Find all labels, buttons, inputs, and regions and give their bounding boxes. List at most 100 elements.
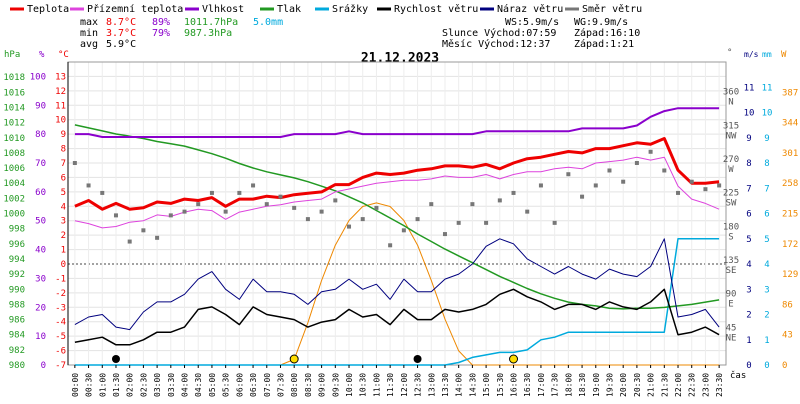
tick-press: 1014 bbox=[3, 103, 25, 113]
x-tick-label: 02:30 bbox=[139, 373, 148, 397]
tick-wind: 11 bbox=[744, 83, 755, 93]
x-tick-label: 01:00 bbox=[98, 373, 107, 397]
tick-press: 1012 bbox=[3, 119, 25, 129]
tick-temp: 8 bbox=[61, 145, 66, 155]
tick-hum: 60 bbox=[35, 188, 46, 198]
tick-sun: 86 bbox=[782, 300, 793, 310]
tick-rain: 7 bbox=[764, 184, 769, 194]
legend-label: Přízemní teplota bbox=[87, 3, 183, 15]
tick-dir: 45 bbox=[726, 323, 737, 333]
tick-sun: 215 bbox=[782, 210, 798, 220]
x-tick-label: 14:30 bbox=[468, 373, 477, 397]
wind-direction-point bbox=[374, 205, 379, 210]
x-tick-label: 10:00 bbox=[345, 373, 354, 397]
tick-hum: 20 bbox=[35, 303, 46, 313]
x-tick-label: 00:00 bbox=[71, 373, 80, 397]
tick-hum: 70 bbox=[35, 159, 46, 169]
wind-direction-point bbox=[484, 220, 489, 225]
wind-direction-point bbox=[662, 168, 667, 173]
wind-direction-point bbox=[223, 209, 228, 214]
tick-temp: 1 bbox=[61, 246, 66, 256]
wind-direction-point bbox=[442, 232, 447, 237]
x-tick-label: 14:00 bbox=[455, 373, 464, 397]
x-tick-label: 23:00 bbox=[701, 373, 710, 397]
tick-hum: 10 bbox=[35, 332, 46, 342]
tick-temp: 12 bbox=[55, 87, 66, 97]
wind-direction-point bbox=[347, 224, 352, 229]
stats-panel: max 8.7°C 89% 1011.7hPa 5.0mm min 3.7°C … bbox=[80, 17, 283, 50]
x-tick-label: 11:00 bbox=[372, 373, 381, 397]
x-tick-label: 04:30 bbox=[194, 373, 203, 397]
tick-rain: 8 bbox=[764, 159, 769, 169]
wind-direction-point bbox=[196, 202, 201, 207]
tick-press: 988 bbox=[9, 300, 25, 310]
series-line bbox=[74, 238, 720, 331]
wind-direction-point bbox=[127, 239, 132, 244]
legend-label: Náraz větru bbox=[497, 3, 563, 15]
x-tick-label: 17:00 bbox=[537, 373, 546, 397]
x-tick-label: 00:30 bbox=[85, 373, 94, 397]
x-tick-label: 18:00 bbox=[564, 373, 573, 397]
tick-dir-label: S bbox=[728, 232, 733, 242]
legend-label: Směr větru bbox=[582, 3, 642, 15]
wind-direction-point bbox=[251, 183, 256, 188]
stat-max-temp: 8.7°C bbox=[106, 17, 136, 28]
x-tick-label: 07:00 bbox=[263, 373, 272, 397]
tick-hum: 100 bbox=[30, 72, 46, 82]
x-tick-label: 16:30 bbox=[523, 373, 532, 397]
unit-dir: ° bbox=[727, 48, 732, 58]
wind-direction-point bbox=[634, 161, 639, 165]
tick-press: 1018 bbox=[3, 73, 25, 83]
wind-direction-point bbox=[538, 183, 543, 188]
x-tick-label: 23:30 bbox=[715, 373, 724, 397]
legend-label: Teplota bbox=[27, 4, 69, 15]
tick-press: 986 bbox=[9, 316, 25, 326]
stat-max-press: 1011.7hPa bbox=[184, 17, 238, 28]
stat-max-rain: 5.0mm bbox=[253, 17, 283, 28]
moon-marker bbox=[413, 355, 422, 363]
legend-label: Srážky bbox=[332, 3, 368, 15]
x-tick-label: 21:00 bbox=[647, 373, 656, 397]
stat-min-hum: 79% bbox=[152, 28, 170, 39]
x-tick-label: 22:30 bbox=[688, 373, 697, 397]
tick-wind: 5 bbox=[746, 235, 751, 245]
wind-direction-point bbox=[415, 217, 420, 222]
stat-avg-temp: 5.9°C bbox=[106, 39, 136, 50]
tick-temp: 0 bbox=[61, 260, 66, 270]
x-tick-label: 06:00 bbox=[235, 373, 244, 397]
tick-press: 1008 bbox=[3, 149, 25, 159]
info-moonset: Západ:1:21 bbox=[574, 38, 634, 50]
x-axis-ticks: 00:00 00:30 01:00 01:30 02:00 02:30 03:00 03:30… bbox=[71, 365, 724, 397]
tick-temp: 13 bbox=[55, 72, 66, 82]
tick-dir-label: W bbox=[728, 165, 734, 175]
tick-temp: 7 bbox=[61, 159, 66, 169]
tick-press: 1006 bbox=[3, 164, 25, 174]
x-tick-label: 12:00 bbox=[400, 373, 409, 397]
tick-dir: 270 bbox=[723, 155, 739, 165]
wind-direction-point bbox=[100, 190, 105, 195]
wind-direction-point bbox=[319, 209, 324, 214]
axis-units: hPa % °C ° m/s mm W bbox=[4, 48, 787, 60]
tick-rain: 4 bbox=[764, 260, 769, 270]
wind-direction-point bbox=[456, 220, 461, 225]
tick-press: 992 bbox=[9, 270, 25, 280]
tick-wind: 6 bbox=[746, 210, 751, 220]
stat-min-label: min bbox=[80, 28, 98, 39]
wind-direction-point bbox=[168, 213, 173, 218]
stat-max-hum: 89% bbox=[152, 17, 170, 28]
tick-dir-label: N bbox=[728, 98, 733, 108]
wind-direction-point bbox=[264, 202, 269, 207]
info-sunrise: Slunce Východ:07:59 bbox=[442, 27, 556, 39]
plot-series bbox=[72, 107, 722, 366]
wind-direction-point bbox=[86, 183, 91, 188]
wind-direction-point bbox=[113, 213, 118, 218]
tick-temp: 2 bbox=[61, 231, 66, 241]
wind-direction-point bbox=[676, 190, 681, 195]
info-ws: WS:5.9m/s bbox=[505, 17, 559, 28]
wind-direction-point bbox=[305, 217, 310, 222]
tick-press: 984 bbox=[9, 331, 25, 341]
wind-direction-point bbox=[360, 217, 365, 222]
info-wg: WG:9.9m/s bbox=[574, 17, 628, 28]
tick-dir-label: E bbox=[728, 300, 733, 310]
